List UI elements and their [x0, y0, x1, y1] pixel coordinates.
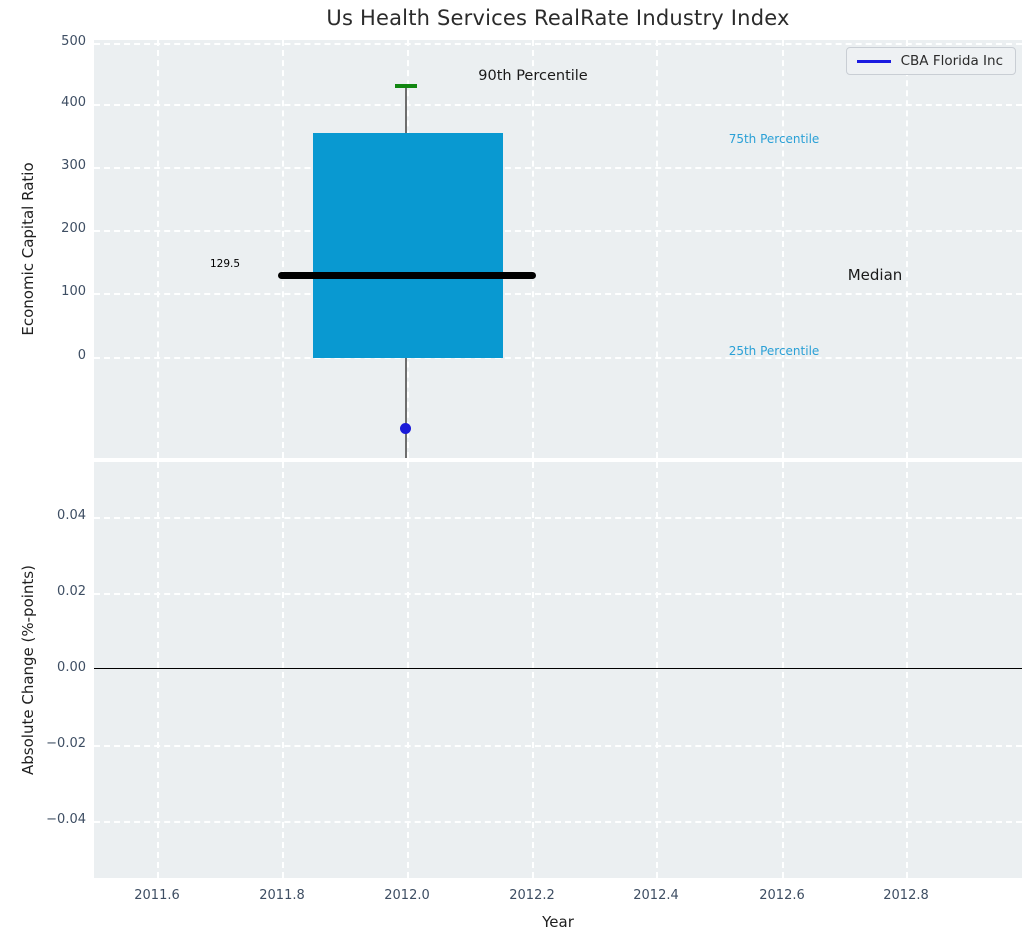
ytick-bottom: 0.04	[57, 508, 86, 523]
label-75th-percentile: 75th Percentile	[728, 132, 820, 146]
label-median: Median	[847, 266, 903, 284]
percentile-90-cap	[395, 84, 417, 88]
gridline-h	[94, 167, 1022, 169]
ytick-top: 300	[61, 158, 86, 173]
ytick-bottom: 0.00	[57, 660, 86, 675]
gridline-v	[906, 462, 908, 878]
label-25th-percentile: 25th Percentile	[728, 344, 820, 358]
xtick: 2011.6	[134, 888, 180, 903]
gridline-v	[906, 40, 908, 458]
xtick: 2012.4	[633, 888, 679, 903]
ytick-top: 500	[61, 34, 86, 49]
gridline-v	[782, 40, 784, 458]
ytick-top: 100	[61, 284, 86, 299]
gridline-h	[94, 745, 1022, 747]
legend-line-icon	[856, 59, 891, 63]
gridline-h	[94, 43, 1022, 45]
gridline-h	[94, 357, 1022, 359]
gridline-v	[407, 462, 409, 878]
label-90th-percentile: 90th Percentile	[478, 68, 588, 84]
company-point	[400, 423, 411, 434]
legend-label: CBA Florida Inc	[900, 53, 1003, 69]
xtick: 2012.8	[883, 888, 929, 903]
xtick: 2012.2	[509, 888, 555, 903]
gridline-v	[532, 40, 534, 458]
ytick-bottom: −0.02	[46, 736, 86, 751]
top-y-axis-label: Economic Capital Ratio	[19, 162, 37, 336]
gridline-v	[157, 40, 159, 458]
gridline-h	[94, 593, 1022, 595]
boxplot-box	[313, 133, 503, 358]
gridline-h	[94, 293, 1022, 295]
bottom-y-axis-label: Absolute Change (%-points)	[19, 565, 37, 775]
xtick: 2012.0	[384, 888, 430, 903]
bottom-plot-area	[94, 462, 1022, 878]
gridline-h	[94, 230, 1022, 232]
xtick: 2012.6	[759, 888, 805, 903]
gridline-v	[656, 40, 658, 458]
gridline-h	[94, 821, 1022, 823]
zero-axhline	[94, 668, 1022, 669]
gridline-v	[282, 462, 284, 878]
ytick-top: 400	[61, 95, 86, 110]
ytick-bottom: 0.02	[57, 584, 86, 599]
x-axis-label: Year	[542, 913, 574, 931]
gridline-v	[656, 462, 658, 878]
ytick-bottom: −0.04	[46, 812, 86, 827]
ytick-top: 0	[77, 348, 86, 363]
chart-title: Us Health Services RealRate Industry Ind…	[326, 6, 790, 30]
gridline-v	[782, 462, 784, 878]
xtick: 2011.8	[259, 888, 305, 903]
gridline-v	[282, 40, 284, 458]
ytick-top: 200	[61, 221, 86, 236]
gridline-v	[532, 462, 534, 878]
gridline-h	[94, 104, 1022, 106]
legend: CBA Florida Inc	[845, 47, 1016, 75]
gridline-h	[94, 517, 1022, 519]
label-median-value: 129.5	[209, 258, 241, 270]
top-plot-area: 90th Percentile 75th Percentile Median 2…	[94, 40, 1022, 458]
boxplot-median-line	[278, 272, 536, 279]
gridline-v	[157, 462, 159, 878]
